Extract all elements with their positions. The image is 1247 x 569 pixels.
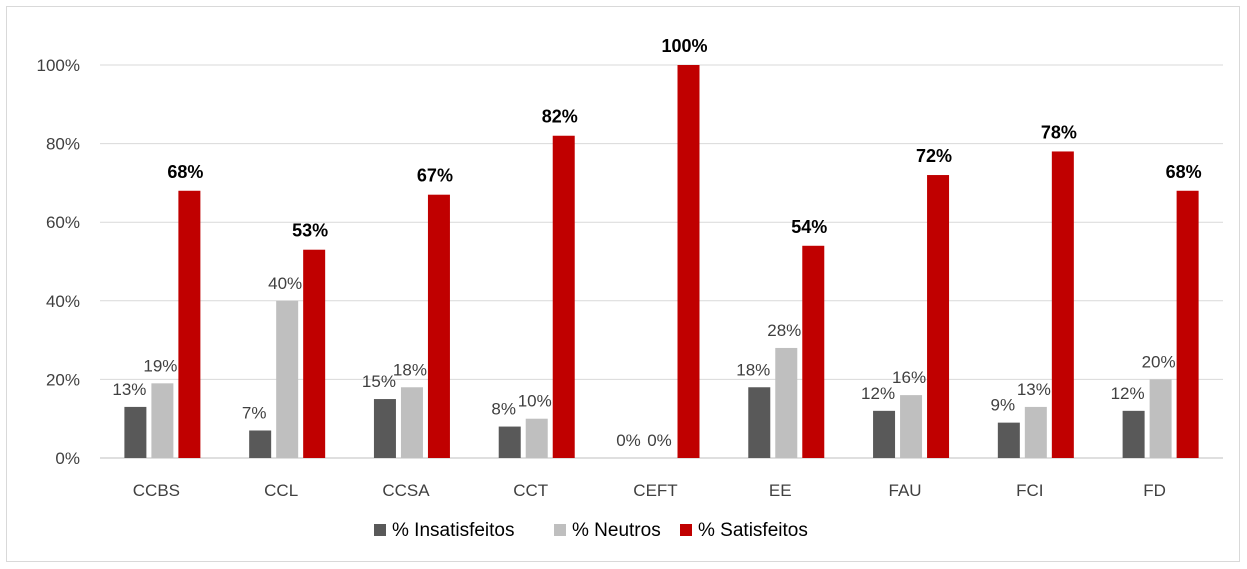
data-label-insatisfeitos: 9% <box>991 396 1016 415</box>
bar-satisfeitos-ceft <box>677 65 700 458</box>
y-axis-ticks: 0% 20% 40% 60% 80% 100% <box>37 56 80 468</box>
data-label-insatisfeitos: 8% <box>491 400 516 419</box>
bars <box>124 65 1199 459</box>
bar-satisfeitos-ccsa <box>427 194 450 458</box>
x-tick-label: FAU <box>889 481 922 500</box>
data-label-insatisfeitos: 15% <box>362 372 396 391</box>
legend-label: % Satisfeitos <box>698 520 808 541</box>
legend-swatch <box>374 524 386 536</box>
chart-frame <box>6 6 1240 562</box>
data-labels: 13%19%68%7%40%53%15%18%67%8% 10%82%0% 0%10… <box>112 36 1201 450</box>
data-label-insatisfeitos: 0% <box>616 431 641 450</box>
legend-label: % Neutros <box>572 520 661 541</box>
data-label-satisfeitos: 78% <box>1041 122 1077 142</box>
bar-neutros-cct <box>525 418 548 458</box>
data-label-neutros: 19% <box>143 356 177 375</box>
bar-neutros-fci <box>1024 406 1047 458</box>
bar-insatisfeitos-ccbs <box>124 406 147 458</box>
x-tick-label: FD <box>1143 481 1166 500</box>
y-tick-label: 20% <box>46 370 80 389</box>
bar-neutros-ccbs <box>151 383 174 458</box>
data-label-neutros: 18% <box>393 360 427 379</box>
data-label-satisfeitos: 72% <box>916 146 952 166</box>
bar-insatisfeitos-cct <box>498 426 521 458</box>
data-label-neutros: 20% <box>1142 352 1176 371</box>
data-label-satisfeitos: 68% <box>167 162 203 182</box>
data-label-insatisfeitos: 7% <box>242 403 267 422</box>
data-label-satisfeitos: 68% <box>1166 162 1202 182</box>
data-label-insatisfeitos: 13% <box>112 380 146 399</box>
x-tick-label: EE <box>769 481 792 500</box>
y-tick-label: 80% <box>46 135 80 154</box>
bar-neutros-fau <box>900 395 923 458</box>
data-label-satisfeitos: 82% <box>542 107 578 127</box>
y-tick-label: 0% <box>55 449 80 468</box>
x-tick-label: CCL <box>264 481 298 500</box>
bar-neutros-ccsa <box>400 387 423 458</box>
bar-satisfeitos-ccl <box>303 249 326 458</box>
bar-insatisfeitos-fd <box>1122 410 1145 458</box>
data-label-neutros: 13% <box>1017 380 1051 399</box>
bar-satisfeitos-fci <box>1051 151 1074 458</box>
y-tick-label: 60% <box>46 213 80 232</box>
bar-insatisfeitos-fci <box>997 422 1020 458</box>
bar-insatisfeitos-ccsa <box>373 399 396 458</box>
legend-label: % Insatisfeitos <box>392 520 515 541</box>
x-tick-label: CCT <box>513 481 548 500</box>
data-label-satisfeitos: 67% <box>417 166 453 186</box>
legend-swatch <box>554 524 566 536</box>
bar-satisfeitos-ccbs <box>178 190 201 458</box>
legend: % Insatisfeitos % Neutros % Satisfeitos <box>374 520 808 541</box>
bar-satisfeitos-cct <box>552 135 575 459</box>
bar-neutros-ee <box>775 347 798 458</box>
bar-insatisfeitos-ccl <box>249 430 272 458</box>
x-tick-label: CCSA <box>382 481 430 500</box>
y-tick-label: 100% <box>37 56 80 75</box>
bar-insatisfeitos-fau <box>873 410 896 458</box>
bar-satisfeitos-ee <box>802 245 825 458</box>
data-label-neutros: 16% <box>892 368 926 387</box>
data-label-insatisfeitos: 18% <box>736 360 770 379</box>
data-label-satisfeitos: 54% <box>791 217 827 237</box>
data-label-satisfeitos: 53% <box>292 221 328 241</box>
legend-swatch <box>680 524 692 536</box>
data-label-insatisfeitos: 12% <box>861 384 895 403</box>
data-label-satisfeitos: 100% <box>661 36 707 56</box>
bar-satisfeitos-fd <box>1176 190 1199 458</box>
data-label-neutros: 40% <box>268 274 302 293</box>
data-label-neutros: 28% <box>767 321 801 340</box>
data-label-neutros: 0% <box>647 431 672 450</box>
data-label-insatisfeitos: 12% <box>1111 384 1145 403</box>
bar-insatisfeitos-ee <box>748 387 771 458</box>
data-label-neutros: 10% <box>518 392 552 411</box>
x-tick-label: FCI <box>1016 481 1043 500</box>
y-tick-label: 40% <box>46 292 80 311</box>
x-tick-label: CCBS <box>133 481 180 500</box>
bar-neutros-fd <box>1149 379 1172 458</box>
x-axis-ticks: CCBS CCL CCSA CCT CEFT EE FAU FCI FD <box>133 481 1166 500</box>
bar-neutros-ccl <box>276 300 299 458</box>
x-tick-label: CEFT <box>633 481 677 500</box>
bar-satisfeitos-fau <box>927 175 950 459</box>
